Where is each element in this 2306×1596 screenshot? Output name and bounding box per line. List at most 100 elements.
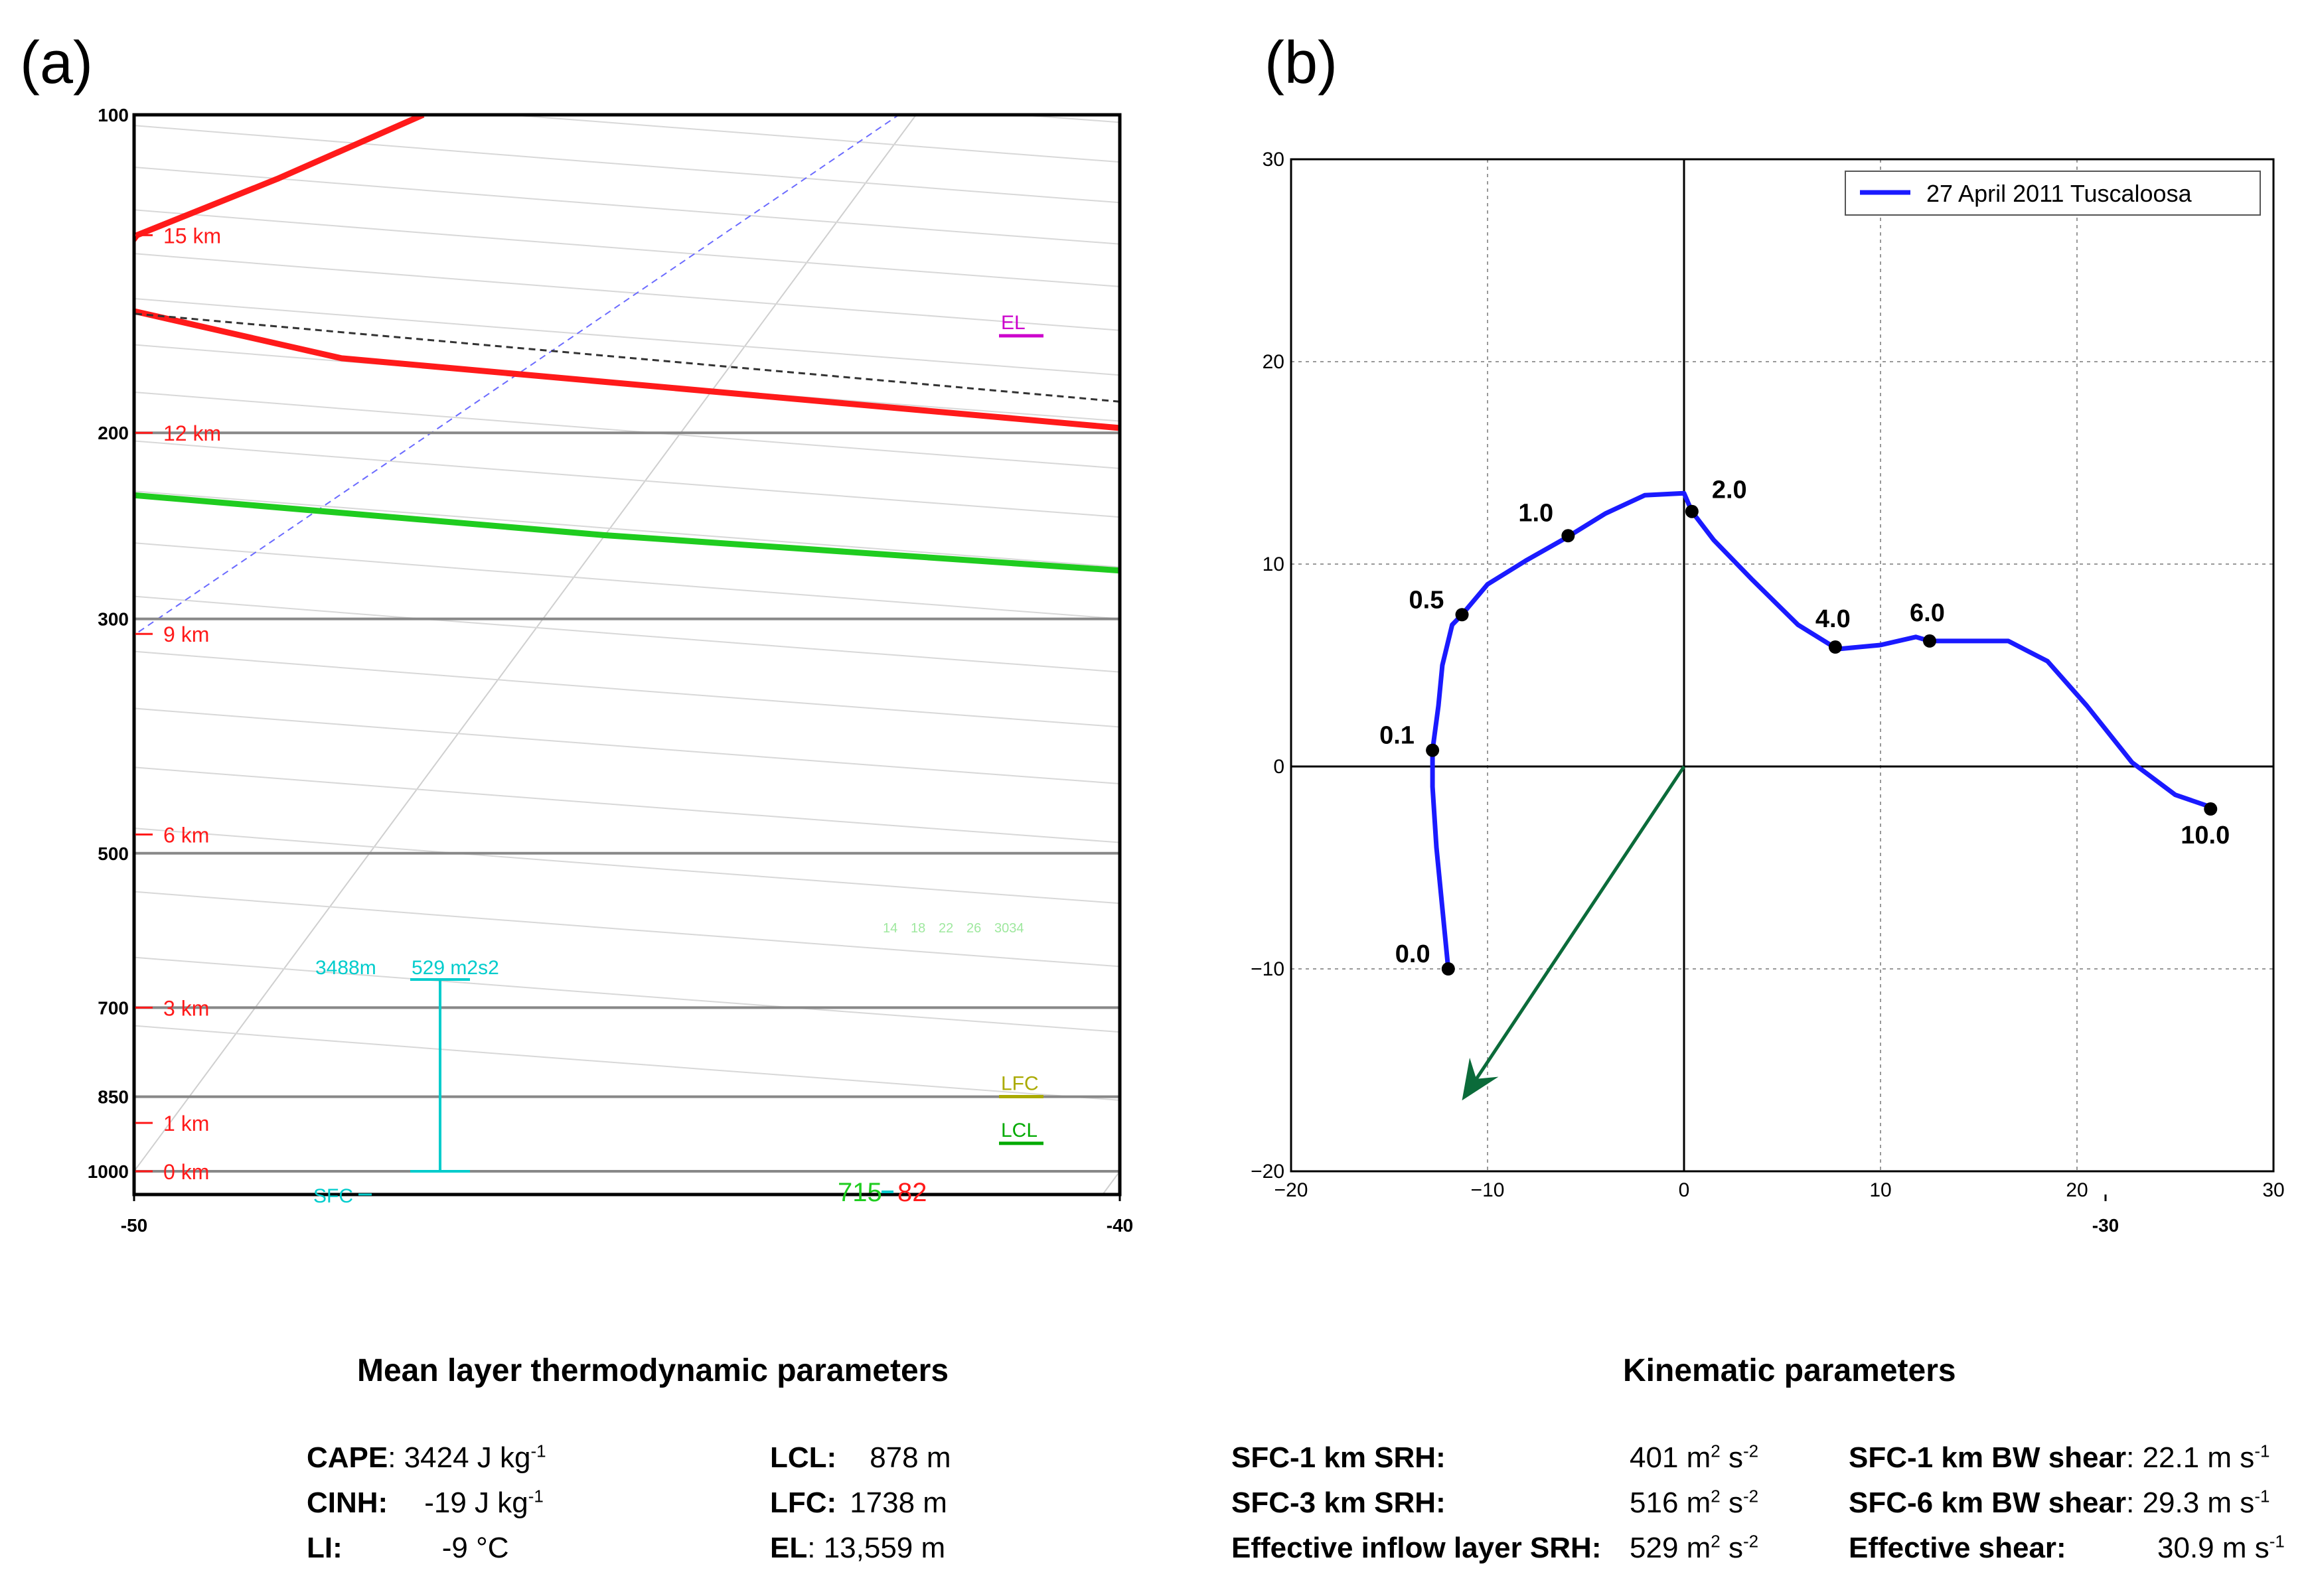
y-tick-label: 700	[98, 997, 129, 1018]
lfc-label: LFC:	[770, 1487, 837, 1519]
srh3-label: SFC-3 km SRH:	[1231, 1487, 1446, 1519]
dry-adiabat	[1530, 115, 2306, 1194]
x-tick-label: -30	[2092, 1215, 2119, 1236]
exp: 2	[1711, 1531, 1721, 1552]
y-tick-label: 500	[98, 843, 129, 864]
lcl-value: 878 m	[870, 1441, 951, 1474]
li-label: LI:	[307, 1532, 343, 1564]
el-label: EL	[770, 1532, 808, 1564]
hodograph-trace	[1430, 490, 2212, 970]
eshear-value: 30.9 m s	[2157, 1532, 2269, 1564]
hodo-x-tick-label: −10	[1471, 1179, 1505, 1201]
cinh-row: CINH: -19 J kg-1	[307, 1487, 544, 1520]
height-label: 3 km	[163, 996, 209, 1020]
height-label: 15 km	[163, 224, 221, 248]
mixing-ratio-label: 14	[883, 921, 897, 936]
height-point-label: 6.0	[1910, 599, 1945, 627]
exp: 2	[1711, 1441, 1721, 1461]
dry-adiabat	[134, 595, 1120, 673]
legend-entry: 27 April 2011 Tuscaloosa	[1926, 180, 2192, 207]
exp: -1	[2254, 1441, 2270, 1461]
height-point	[1441, 962, 1455, 976]
srh1-value: 401 m	[1630, 1441, 1711, 1474]
unit: s	[1720, 1532, 1743, 1564]
dry-adiabat	[134, 766, 1120, 843]
mixing-ratio-label: 3034	[994, 921, 1024, 936]
storm-motion-vector	[1468, 765, 1686, 1090]
height-point	[2204, 802, 2218, 816]
helicity-value: 529 m2s2	[412, 957, 499, 979]
hodo-x-tick-label: 30	[2262, 1179, 2284, 1201]
y-tick-label: 1000	[88, 1161, 129, 1182]
srh1-label: SFC-1 km SRH:	[1231, 1441, 1446, 1474]
bw6-row: SFC-6 km BW shear: 29.3 m s-1	[1849, 1486, 2270, 1519]
cape-label: CAPE	[307, 1441, 388, 1474]
height-point	[1426, 743, 1440, 757]
height-label: 0 km	[163, 1160, 209, 1184]
height-point-label: 0.0	[1395, 940, 1430, 968]
hodo-x-tick-label: 0	[1679, 1179, 1690, 1201]
exp: -1	[2269, 1531, 2285, 1552]
cinh-label: CINH:	[307, 1487, 388, 1519]
dry-adiabat	[1020, 115, 1120, 123]
height-point-label: 1.0	[1518, 499, 1553, 527]
dry-adiabat	[134, 956, 1120, 1033]
esrh-value: 529 m	[1630, 1532, 1711, 1564]
x-tick-label: -40	[1107, 1215, 1133, 1236]
esrh-value-row: 529 m2 s-2	[1630, 1532, 1758, 1565]
dry-adiabat	[134, 344, 1120, 422]
height-point-label: 0.1	[1379, 722, 1415, 750]
el-value: 13,559 m	[823, 1532, 946, 1564]
exp: -1	[2254, 1486, 2270, 1506]
cape-exp: -1	[530, 1441, 546, 1461]
height-label: 9 km	[163, 622, 209, 646]
height-point	[1828, 640, 1842, 654]
y-tick-label: 100	[98, 105, 129, 125]
hodo-y-tick-label: 30	[1263, 149, 1284, 171]
dry-adiabat	[134, 828, 1120, 905]
lfc-value: 1738 m	[850, 1487, 947, 1519]
height-label: 12 km	[163, 421, 221, 445]
unit: s	[1720, 1487, 1743, 1519]
hodo-y-tick-label: −20	[1251, 1161, 1284, 1183]
height-label: 6 km	[163, 824, 209, 847]
marker-lfc: LFC	[1001, 1072, 1039, 1094]
dry-adiabat	[134, 440, 1120, 518]
exp: 2	[1711, 1486, 1721, 1506]
height-point-label: 10.0	[2181, 822, 2230, 849]
hodo-x-tick-label: 20	[2066, 1179, 2088, 1201]
dry-adiabat	[134, 707, 1120, 785]
dry-adiabat	[134, 166, 1120, 245]
dry-adiabat	[134, 891, 1120, 968]
y-tick-label: 200	[98, 423, 129, 443]
height-point	[1685, 504, 1699, 518]
x-tick-label: -50	[121, 1215, 147, 1236]
esrh-label: Effective inflow layer SRH:	[1231, 1532, 1602, 1564]
height-point	[1923, 634, 1936, 648]
dry-adiabat	[134, 209, 1120, 287]
dry-adiabat	[134, 1025, 1120, 1101]
isotherm	[134, 115, 917, 1173]
dry-adiabat	[134, 542, 1120, 620]
mixing-ratio-label: 26	[966, 921, 981, 936]
cape-value: 3424 J kg	[404, 1441, 531, 1474]
dry-adiabat	[134, 490, 1120, 568]
hodo-y-tick-label: 20	[1263, 351, 1284, 373]
li-row: LI: -9 °C	[307, 1532, 508, 1565]
helicity-sfc: SFC	[313, 1185, 353, 1207]
height-point-label: 0.5	[1409, 586, 1444, 614]
storm-motion-arrowhead	[1462, 1057, 1499, 1101]
srh3-value-row: 516 m2 s-2	[1630, 1487, 1758, 1520]
hodo-x-tick-label: 10	[1869, 1179, 1891, 1201]
lfc-row: LFC: 1738 m	[770, 1487, 947, 1520]
srh3-value: 516 m	[1630, 1487, 1711, 1519]
dry-adiabat	[134, 391, 1120, 469]
mixing-ratio-label: 22	[939, 921, 953, 936]
dry-adiabat	[2040, 115, 2306, 1194]
panel-b-label: (b)	[1265, 30, 1338, 96]
li-value: -9 °C	[441, 1532, 509, 1564]
marker-lcl: LCL	[1001, 1120, 1038, 1141]
hodograph-legend: 27 April 2011 Tuscaloosa	[1845, 171, 2261, 216]
height-label: 1 km	[163, 1112, 209, 1135]
